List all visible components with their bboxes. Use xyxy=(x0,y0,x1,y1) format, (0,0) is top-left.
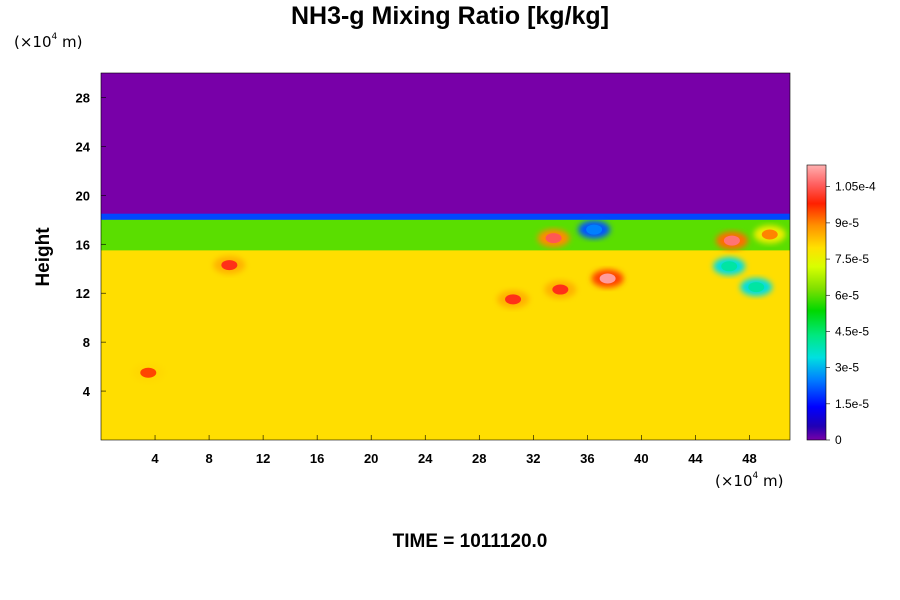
feature-blob xyxy=(713,257,746,276)
x-tick-label: 44 xyxy=(688,451,703,466)
y-tick-label: 24 xyxy=(76,139,91,154)
x-tick-label: 28 xyxy=(472,451,486,466)
region-band xyxy=(101,219,790,251)
feature-blob xyxy=(213,256,246,275)
y-tick-label: 12 xyxy=(76,286,90,301)
colorbar-tick-label: 4.5e-5 xyxy=(835,324,869,338)
colorbar-tick-label: 6e-5 xyxy=(835,288,859,302)
feature-core xyxy=(505,294,522,305)
feature-core xyxy=(721,261,738,272)
region-band xyxy=(101,213,790,221)
colorbar-tick-label: 9e-5 xyxy=(835,216,859,230)
colorbar-tick-label: 3e-5 xyxy=(835,361,859,375)
feature-blob xyxy=(544,280,577,299)
feature-blob xyxy=(715,231,748,250)
region-band xyxy=(101,250,790,440)
x-tick-label: 40 xyxy=(634,451,648,466)
x-tick-label: 48 xyxy=(742,451,756,466)
x-tick-label: 4 xyxy=(151,451,159,466)
feature-core xyxy=(140,367,157,378)
colorbar-tick-label: 1.05e-4 xyxy=(835,180,876,194)
feature-blob xyxy=(497,290,530,309)
x-tick-label: 8 xyxy=(205,451,212,466)
feature-core xyxy=(723,235,740,246)
feature-blob xyxy=(740,278,773,297)
y-axis: 4 8 12 16 20 24 28 xyxy=(76,90,106,399)
y-tick-label: 28 xyxy=(76,90,90,105)
colorbar-tick-label: 7.5e-5 xyxy=(835,252,869,266)
feature-blob xyxy=(537,229,570,248)
feature-core xyxy=(545,233,562,244)
chart-title: NH3-g Mixing Ratio [kg/kg] xyxy=(290,2,610,30)
feature-core xyxy=(552,284,569,295)
x-tick-label: 24 xyxy=(418,451,433,466)
colorbar-tick-label: 1.5e-5 xyxy=(835,397,869,411)
feature-core xyxy=(599,273,616,284)
feature-core xyxy=(748,282,765,293)
region-band xyxy=(101,73,790,215)
x-tick-label: 36 xyxy=(580,451,594,466)
time-label: TIME = 1011120.0 xyxy=(392,531,548,552)
feature-core xyxy=(221,260,238,271)
feature-blob xyxy=(578,220,611,239)
feature-blob xyxy=(132,363,165,382)
colorbar-ramp xyxy=(806,164,827,441)
x-axis: 4 8 12 16 20 24 28 32 36 40 44 48 xyxy=(151,435,757,466)
feature-blob xyxy=(591,269,624,288)
y-tick-label: 20 xyxy=(76,188,90,203)
feature-core xyxy=(761,229,778,240)
x-axis-unit: (×104 m) xyxy=(715,471,784,490)
x-tick-label: 32 xyxy=(526,451,540,466)
x-tick-label: 20 xyxy=(364,451,378,466)
y-axis-label: Height xyxy=(33,227,54,287)
feature-blob xyxy=(753,225,786,244)
y-tick-label: 4 xyxy=(83,384,91,399)
y-axis-unit: (×104 m) xyxy=(14,32,83,51)
y-tick-label: 8 xyxy=(83,335,90,350)
colorbar-ticks: 0 1.5e-5 3e-5 4.5e-5 6e-5 7.5e-5 9e-5 1.05e-4 xyxy=(826,180,876,447)
x-tick-label: 16 xyxy=(310,451,324,466)
plot-area xyxy=(101,73,790,440)
plot-frame xyxy=(100,72,791,441)
colorbar: 0 1.5e-5 3e-5 4.5e-5 6e-5 7.5e-5 9e-5 1.05e-4 xyxy=(806,164,876,447)
colorbar-tick-label: 0 xyxy=(835,433,842,447)
x-tick-label: 12 xyxy=(256,451,270,466)
feature-core xyxy=(586,224,603,235)
y-tick-label: 16 xyxy=(76,237,90,252)
